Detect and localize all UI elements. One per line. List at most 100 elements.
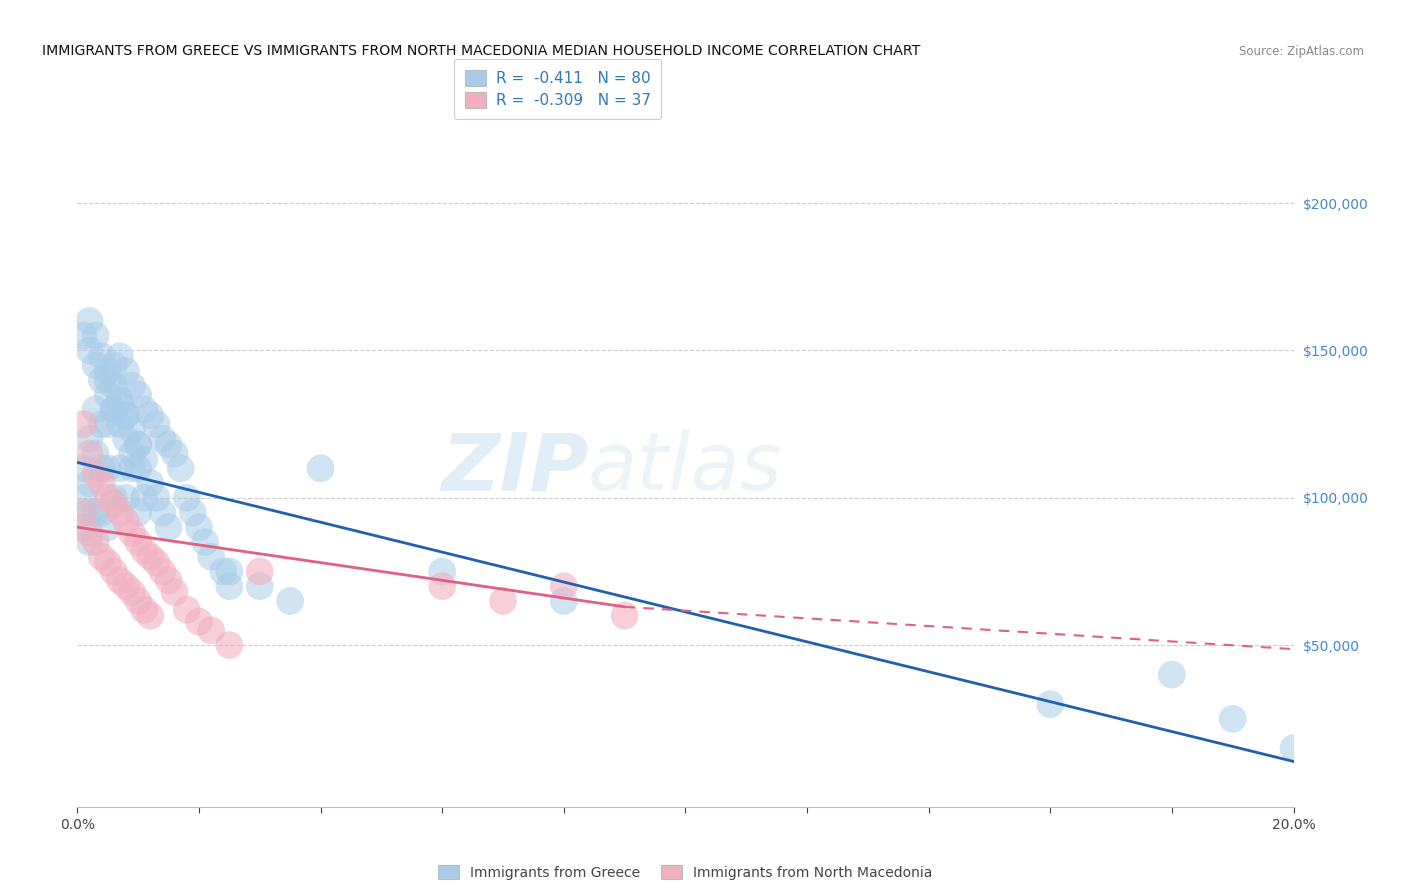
Point [139, 476, 162, 491]
Point [188, 520, 211, 534]
Point [79, 343, 101, 358]
Point [79, 535, 101, 549]
Point [115, 409, 138, 423]
Point [127, 506, 149, 520]
Point [145, 556, 167, 570]
Point [127, 438, 149, 452]
Point [79, 432, 101, 446]
Point [103, 378, 125, 392]
Point [97, 387, 120, 401]
Point [134, 491, 156, 505]
Point [108, 461, 131, 475]
Point [278, 594, 301, 608]
Point [1222, 712, 1244, 726]
Point [121, 378, 143, 392]
Text: ZIP: ZIP [440, 429, 588, 508]
Point [157, 574, 180, 588]
Point [249, 565, 271, 579]
Point [97, 417, 120, 431]
Point [72, 417, 94, 431]
Text: atlas: atlas [588, 429, 783, 508]
Point [97, 491, 120, 505]
Point [218, 565, 240, 579]
Point [613, 608, 636, 623]
Point [134, 452, 156, 467]
Point [72, 520, 94, 534]
Point [103, 491, 125, 505]
Point [163, 585, 186, 599]
Point [84, 535, 107, 549]
Text: IMMIGRANTS FROM GREECE VS IMMIGRANTS FROM NORTH MACEDONIA MEDIAN HOUSEHOLD INCOM: IMMIGRANTS FROM GREECE VS IMMIGRANTS FRO… [42, 44, 921, 58]
Point [170, 461, 193, 475]
Point [152, 506, 174, 520]
Point [432, 565, 454, 579]
Point [84, 467, 107, 482]
Point [108, 396, 131, 410]
Point [181, 506, 204, 520]
Point [1039, 697, 1062, 711]
Point [115, 579, 138, 593]
Point [84, 328, 107, 343]
Point [127, 387, 149, 401]
Point [152, 432, 174, 446]
Point [1161, 667, 1184, 681]
Point [121, 423, 143, 437]
Point [127, 438, 149, 452]
Point [79, 506, 101, 520]
Point [90, 476, 112, 491]
Point [145, 491, 167, 505]
Point [212, 565, 235, 579]
Point [200, 549, 222, 564]
Point [90, 417, 112, 431]
Point [97, 373, 120, 387]
Point [72, 461, 94, 475]
Point [121, 446, 143, 460]
Point [97, 556, 120, 570]
Point [72, 328, 94, 343]
Point [108, 417, 131, 431]
Point [108, 574, 131, 588]
Point [115, 409, 138, 423]
Point [1282, 741, 1305, 756]
Point [103, 402, 125, 417]
Point [139, 608, 162, 623]
Point [84, 358, 107, 372]
Point [134, 402, 156, 417]
Point [90, 373, 112, 387]
Point [176, 491, 198, 505]
Point [115, 432, 138, 446]
Point [103, 565, 125, 579]
Point [90, 549, 112, 564]
Point [84, 446, 107, 460]
Point [163, 446, 186, 460]
Point [188, 615, 211, 629]
Point [139, 409, 162, 423]
Point [218, 579, 240, 593]
Point [121, 585, 143, 599]
Point [90, 461, 112, 475]
Point [249, 579, 271, 593]
Point [121, 461, 143, 475]
Point [194, 535, 217, 549]
Point [108, 506, 131, 520]
Point [97, 461, 120, 475]
Point [97, 364, 120, 378]
Point [103, 497, 125, 511]
Point [553, 594, 575, 608]
Point [90, 349, 112, 363]
Point [134, 544, 156, 558]
Point [84, 402, 107, 417]
Point [152, 565, 174, 579]
Point [121, 526, 143, 541]
Point [115, 514, 138, 528]
Point [127, 461, 149, 475]
Point [309, 461, 332, 475]
Point [139, 549, 162, 564]
Point [218, 638, 240, 652]
Point [72, 491, 94, 505]
Point [108, 393, 131, 408]
Point [79, 314, 101, 328]
Point [108, 349, 131, 363]
Point [97, 520, 120, 534]
Point [103, 358, 125, 372]
